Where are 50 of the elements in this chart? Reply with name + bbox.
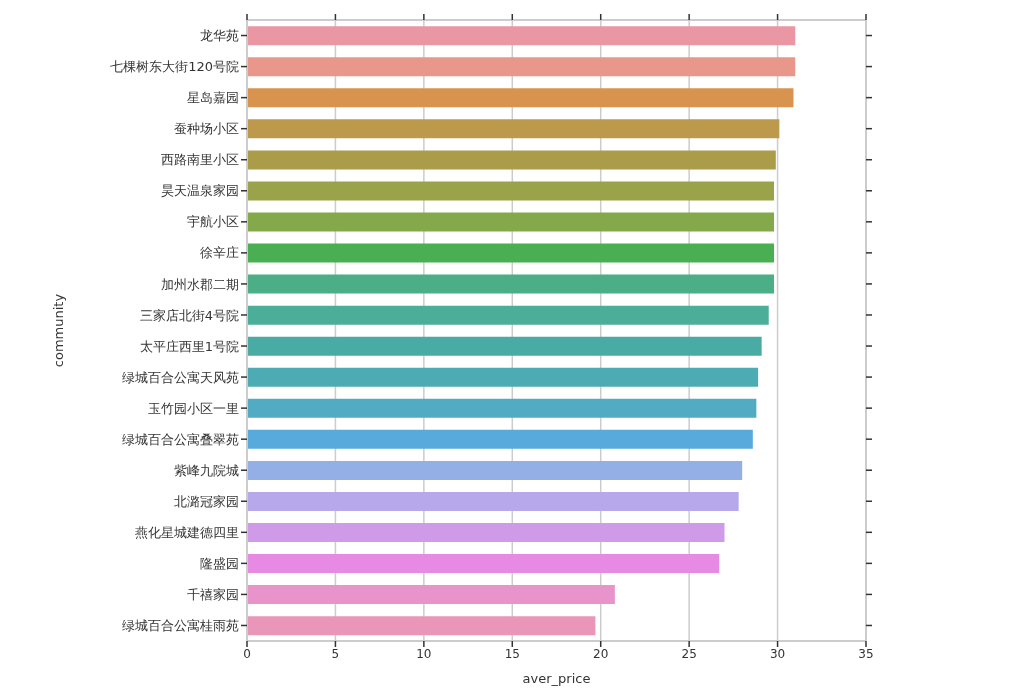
y-tick-label: 北潞冠家园 — [174, 493, 239, 509]
bar — [247, 305, 769, 325]
x-tick-label: 20 — [593, 646, 609, 661]
y-tick-label: 三家店北街4号院 — [139, 307, 239, 323]
x-tick-label: 10 — [416, 646, 432, 661]
x-tick-label: 35 — [858, 646, 874, 661]
y-tick-label: 七棵树东大街120号院 — [110, 59, 239, 75]
bar — [247, 554, 720, 574]
bar — [247, 150, 776, 170]
bar — [247, 181, 775, 201]
y-tick-label: 太平庄西里1号院 — [139, 338, 239, 354]
x-tick-label: 30 — [769, 646, 786, 661]
bar — [247, 585, 615, 605]
bar — [247, 523, 725, 543]
y-tick-label: 绿城百合公寓叠翠苑 — [122, 431, 239, 447]
bar — [247, 88, 794, 108]
y-tick-label: 宇航小区 — [187, 214, 239, 230]
y-tick-label: 昊天温泉家园 — [161, 183, 239, 199]
bar — [247, 119, 780, 139]
y-tick-label: 绿城百合公寓桂雨苑 — [122, 618, 239, 634]
bar — [247, 57, 796, 77]
bar — [247, 26, 796, 46]
x-tick-label: 15 — [504, 646, 520, 661]
y-tick-label: 徐辛庄 — [200, 245, 239, 261]
bar — [247, 616, 596, 636]
y-tick-label: 燕化星城建德四里 — [135, 524, 239, 540]
bar — [247, 274, 775, 294]
bar — [247, 460, 743, 480]
x-axis-title: aver_price — [522, 671, 591, 686]
bar — [247, 491, 739, 511]
y-axis-title: community — [50, 293, 66, 368]
bar — [247, 336, 762, 356]
x-tick-label: 5 — [331, 646, 340, 661]
x-tick-label: 0 — [243, 646, 251, 661]
y-tick-label: 星岛嘉园 — [187, 90, 239, 106]
bar — [247, 243, 775, 263]
bar — [247, 398, 757, 418]
y-tick-label: 蚕种场小区 — [174, 121, 239, 137]
y-tick-label: 绿城百合公寓天风苑 — [122, 369, 239, 385]
y-tick-label: 千禧家园 — [187, 587, 239, 603]
x-tick-label: 25 — [681, 646, 697, 661]
y-tick-label: 玉竹园小区一里 — [148, 400, 239, 416]
y-tick-label: 加州水郡二期 — [161, 276, 239, 292]
bar — [247, 429, 753, 449]
bar — [247, 367, 759, 387]
y-tick-label: 西路南里小区 — [161, 152, 239, 168]
y-tick-label: 龙华苑 — [200, 28, 239, 44]
y-tick-label: 紫峰九院城 — [174, 462, 239, 478]
y-tick-label: 隆盛园 — [200, 555, 239, 571]
bar — [247, 212, 775, 232]
